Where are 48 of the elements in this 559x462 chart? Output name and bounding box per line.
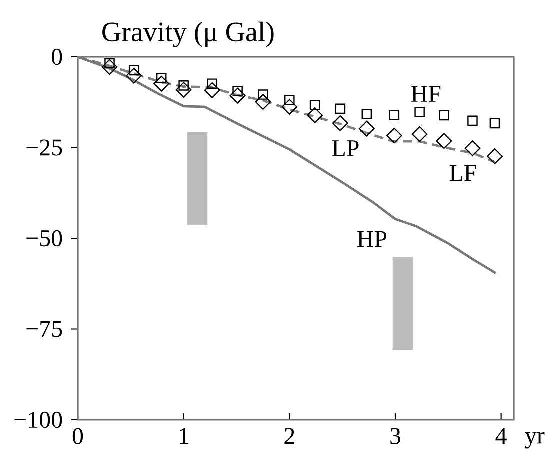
x-tick-label: 3	[390, 428, 401, 444]
point	[464, 140, 481, 156]
point	[176, 82, 192, 98]
point	[126, 68, 142, 84]
point	[490, 118, 500, 129]
point	[307, 107, 324, 124]
point	[358, 120, 375, 137]
point	[335, 104, 346, 114]
point	[230, 88, 246, 104]
point	[414, 107, 425, 118]
point	[362, 109, 372, 120]
y-tick-label: −100	[14, 412, 62, 428]
point	[332, 115, 348, 132]
point	[232, 86, 243, 96]
y-tick-label: −25	[26, 140, 62, 156]
x-tick-label: 0	[72, 428, 84, 444]
point	[412, 126, 428, 142]
y-tick-label: −75	[26, 321, 62, 338]
point	[389, 110, 400, 120]
x-tick-label: 2	[284, 428, 294, 444]
point	[102, 59, 118, 76]
y-tick-label: −50	[26, 230, 62, 247]
series-label: HP	[358, 231, 387, 248]
point	[104, 58, 115, 69]
point	[204, 82, 220, 98]
point	[258, 90, 268, 100]
point	[255, 94, 272, 110]
point	[207, 78, 218, 89]
point	[468, 116, 478, 126]
point	[282, 99, 298, 116]
x-tick-label: 1	[180, 428, 188, 444]
point	[284, 95, 295, 106]
point	[154, 76, 170, 92]
point	[128, 65, 140, 76]
x-tick-label: 4	[496, 428, 507, 444]
point	[436, 133, 452, 150]
x-axis-title: yr	[525, 432, 545, 449]
series-label: HF	[412, 86, 441, 102]
point	[178, 80, 189, 91]
point	[156, 73, 167, 84]
point	[386, 128, 402, 144]
point	[439, 110, 450, 121]
y-axis-title: Gravity (μ Gal)	[102, 22, 274, 48]
series-label: LF	[450, 165, 476, 182]
series-label: LP	[332, 140, 359, 156]
point	[310, 100, 320, 110]
point	[487, 148, 503, 164]
y-tick-label: 0	[52, 48, 62, 66]
